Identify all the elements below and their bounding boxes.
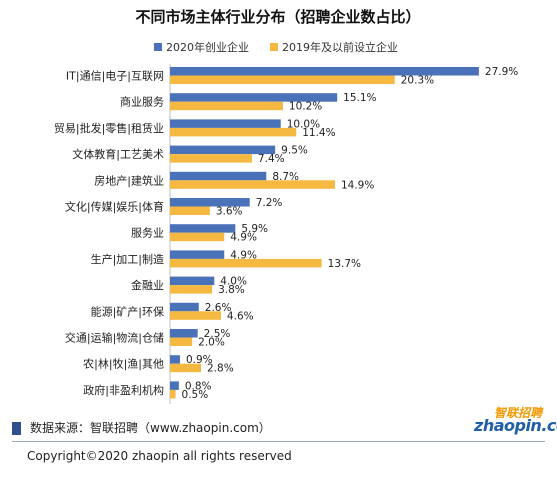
bar-2019 <box>170 101 283 111</box>
bar-2019 <box>170 75 395 84</box>
data-label: 2.5% <box>204 328 231 340</box>
category-label: 金融业 <box>131 278 164 292</box>
bar-2020 <box>170 355 180 364</box>
data-label: 4.9% <box>230 249 257 261</box>
data-label: 2.0% <box>198 337 225 349</box>
legend-label-2019: 2019年及以前设立企业 <box>282 40 398 54</box>
data-label: 8.7% <box>272 171 299 183</box>
category-label: 农|林|牧|渔|其他 <box>83 357 164 371</box>
legend-swatch-2020 <box>154 43 162 51</box>
data-label: 3.8% <box>218 284 245 296</box>
bar-2020 <box>170 145 276 155</box>
bar-2019 <box>170 337 193 346</box>
data-label: 10.0% <box>287 118 320 130</box>
data-label: 5.9% <box>241 223 268 235</box>
bar-2020 <box>170 302 199 312</box>
logo-top-text: 智联招聘 <box>493 406 542 420</box>
data-label: 4.0% <box>220 276 247 288</box>
category-label: 贸易|批发|零售|租赁业 <box>54 121 164 135</box>
category-label: 政府|非盈利机构 <box>83 383 164 397</box>
chart-title: 不同市场主体行业分布（招聘企业数占比） <box>135 8 420 26</box>
logo-bottom-text: zhaopin.com <box>474 416 557 435</box>
category-label: 服务业 <box>131 227 164 240</box>
data-label: 14.9% <box>341 179 374 191</box>
category-label: IT|通信|电子|互联网 <box>66 70 164 83</box>
bar-2019 <box>170 180 335 189</box>
category-label: 文化|传媒|娱乐|体育 <box>65 200 164 214</box>
bar-2019 <box>170 258 322 268</box>
bar-2019 <box>170 363 201 373</box>
category-label: 能源|矿产|环保 <box>91 304 164 318</box>
copyright-text: Copyright©2020 zhaopin all rights reserv… <box>27 449 292 463</box>
category-label: 房地产|建筑业 <box>94 173 164 187</box>
bar-2019 <box>170 127 297 137</box>
data-label: 2.6% <box>205 302 232 314</box>
data-label: 27.9% <box>485 66 518 78</box>
bar-2020 <box>170 224 236 233</box>
bar-2019 <box>170 285 213 294</box>
data-label: 0.5% <box>182 389 209 401</box>
bar-2020 <box>170 171 267 181</box>
data-label: 20.3% <box>401 75 434 87</box>
plot-area: IT|通信|电子|互联网 27.9% 20.3% 商业服务 15.1% 10.2% 贸易|批… <box>54 66 518 401</box>
bar-2020 <box>170 250 225 259</box>
bar-2019 <box>170 206 210 215</box>
category-label: 交通|运输|物流|仓储 <box>65 331 164 345</box>
bar-2019 <box>170 232 225 242</box>
zhaopin-logo: 智联招聘 zhaopin.com <box>474 404 557 438</box>
data-label: 13.7% <box>328 258 361 270</box>
bar-2019 <box>170 311 221 320</box>
bar-2020 <box>170 276 215 286</box>
data-label: 15.1% <box>343 92 376 104</box>
data-label: 0.8% <box>185 380 212 392</box>
category-label: 文体教育|工艺美术 <box>72 147 164 161</box>
bar-2020 <box>170 329 198 338</box>
data-label: 11.4% <box>302 127 335 139</box>
bar-2019 <box>170 389 176 399</box>
chart: 不同市场主体行业分布（招聘企业数占比） 2020年创业企业 2019年及以前设立… <box>54 8 518 404</box>
data-label: 10.2% <box>289 101 322 113</box>
source-marker <box>12 422 21 435</box>
footer-divider <box>12 441 545 442</box>
category-label: 生产|加工|制造 <box>91 252 164 266</box>
legend-label-2020: 2020年创业企业 <box>166 40 249 54</box>
data-label: 2.8% <box>207 363 234 375</box>
data-label: 4.9% <box>230 232 257 244</box>
source-text: 数据来源：智联招聘（www.zhaopin.com） <box>30 421 271 435</box>
legend-swatch-2019 <box>270 43 278 51</box>
category-label: 商业服务 <box>120 95 164 109</box>
data-label: 0.9% <box>186 354 213 366</box>
data-label: 4.6% <box>227 310 254 322</box>
bar-2019 <box>170 154 252 163</box>
bar-2020 <box>170 93 338 102</box>
bar-2020 <box>170 67 479 76</box>
data-label: 3.6% <box>216 206 243 218</box>
data-label: 7.4% <box>258 153 285 165</box>
data-label: 9.5% <box>281 145 308 157</box>
bar-2020 <box>170 198 250 207</box>
legend: 2020年创业企业 2019年及以前设立企业 <box>154 40 398 54</box>
data-label: 7.2% <box>256 197 283 209</box>
bar-2020 <box>170 381 179 390</box>
bar-2020 <box>170 119 281 128</box>
